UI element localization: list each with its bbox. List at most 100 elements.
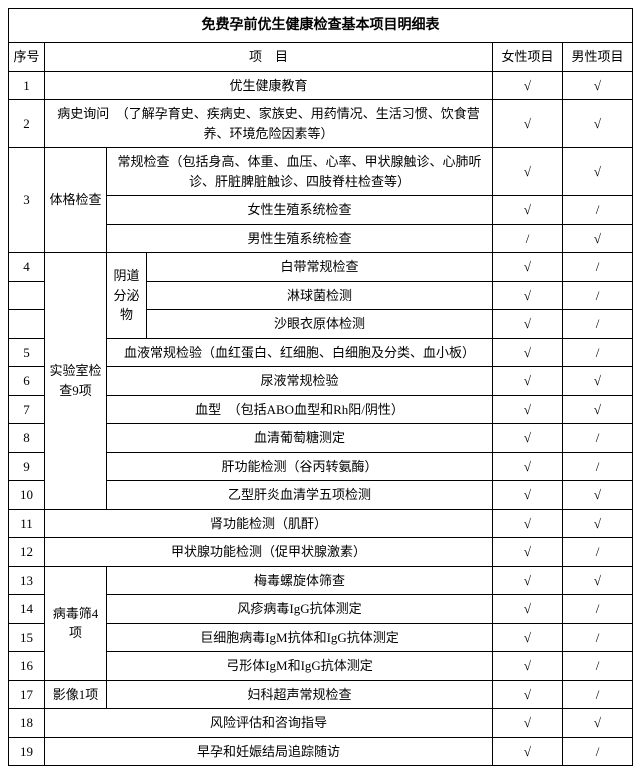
female-mark: √ — [493, 100, 563, 148]
female-mark: √ — [493, 680, 563, 709]
seq-cell: 19 — [9, 737, 45, 766]
male-mark: / — [563, 452, 633, 481]
table-row: 1 优生健康教育 √ √ — [9, 71, 633, 100]
male-mark: √ — [563, 100, 633, 148]
table-row: 4 实验室检查9项 阴道分泌物 白带常规检查 √ / — [9, 253, 633, 282]
female-mark: √ — [493, 623, 563, 652]
seq-cell: 6 — [9, 367, 45, 396]
checkup-items-table: 免费孕前优生健康检查基本项目明细表 序号 项 目 女性项目 男性项目 1 优生健… — [8, 8, 633, 766]
table-row: 19 早孕和妊娠结局追踪随访 √ / — [9, 737, 633, 766]
seq-cell — [9, 281, 45, 310]
male-mark: / — [563, 680, 633, 709]
female-mark: √ — [493, 452, 563, 481]
subcategory-cell: 阴道分泌物 — [107, 253, 147, 339]
female-mark: √ — [493, 737, 563, 766]
seq-cell: 5 — [9, 338, 45, 367]
female-mark: / — [493, 224, 563, 253]
female-mark: √ — [493, 310, 563, 339]
item-cell: 优生健康教育 — [45, 71, 493, 100]
male-mark: √ — [563, 395, 633, 424]
female-mark: √ — [493, 424, 563, 453]
female-mark: √ — [493, 281, 563, 310]
table-row: 17 影像1项 妇科超声常规检查 √ / — [9, 680, 633, 709]
female-mark: √ — [493, 538, 563, 567]
category-cell: 体格检查 — [45, 148, 107, 253]
female-mark: √ — [493, 595, 563, 624]
seq-cell: 18 — [9, 709, 45, 738]
table-row: 3 体格检查 常规检查（包括身高、体重、血压、心率、甲状腺触诊、心肺听诊、肝脏脾… — [9, 148, 633, 196]
male-mark: / — [563, 281, 633, 310]
table-row: 2 病史询问 （了解孕育史、疾病史、家族史、用药情况、生活习惯、饮食营养、环境危… — [9, 100, 633, 148]
item-cell: 尿液常规检验 — [107, 367, 493, 396]
item-cell: 风疹病毒IgG抗体测定 — [107, 595, 493, 624]
female-mark: √ — [493, 709, 563, 738]
item-cell: 白带常规检查 — [147, 253, 493, 282]
table-row: 11 肾功能检测（肌酐） √ √ — [9, 509, 633, 538]
item-cell: 男性生殖系统检查 — [107, 224, 493, 253]
male-mark: / — [563, 424, 633, 453]
item-cell: 梅毒螺旋体筛查 — [107, 566, 493, 595]
item-cell: 血液常规检验（血红蛋白、红细胞、白细胞及分类、血小板） — [107, 338, 493, 367]
female-mark: √ — [493, 509, 563, 538]
seq-cell: 3 — [9, 148, 45, 253]
item-cell: 巨细胞病毒IgM抗体和IgG抗体测定 — [107, 623, 493, 652]
seq-cell — [9, 310, 45, 339]
male-mark: √ — [563, 566, 633, 595]
male-mark: √ — [563, 71, 633, 100]
seq-cell: 17 — [9, 680, 45, 709]
item-cell: 淋球菌检测 — [147, 281, 493, 310]
female-mark: √ — [493, 566, 563, 595]
item-cell: 常规检查（包括身高、体重、血压、心率、甲状腺触诊、心肺听诊、肝脏脾脏触诊、四肢脊… — [107, 148, 493, 196]
item-cell: 血清葡萄糖测定 — [107, 424, 493, 453]
male-mark: / — [563, 338, 633, 367]
male-mark: / — [563, 253, 633, 282]
female-mark: √ — [493, 652, 563, 681]
female-mark: √ — [493, 148, 563, 196]
female-mark: √ — [493, 196, 563, 225]
male-mark: √ — [563, 367, 633, 396]
male-mark: √ — [563, 481, 633, 510]
seq-cell: 15 — [9, 623, 45, 652]
seq-cell: 12 — [9, 538, 45, 567]
item-cell: 甲状腺功能检测（促甲状腺激素） — [45, 538, 493, 567]
female-mark: √ — [493, 367, 563, 396]
item-cell: 妇科超声常规检查 — [107, 680, 493, 709]
seq-cell: 7 — [9, 395, 45, 424]
male-mark: √ — [563, 509, 633, 538]
title-row: 免费孕前优生健康检查基本项目明细表 — [9, 9, 633, 43]
table-row: 13 病毒筛4项 梅毒螺旋体筛查 √ √ — [9, 566, 633, 595]
table-title: 免费孕前优生健康检查基本项目明细表 — [9, 9, 633, 43]
male-mark: / — [563, 623, 633, 652]
seq-cell: 2 — [9, 100, 45, 148]
item-cell: 血型 （包括ABO血型和Rh阳/阴性） — [107, 395, 493, 424]
header-male: 男性项目 — [563, 43, 633, 72]
header-female: 女性项目 — [493, 43, 563, 72]
male-mark: / — [563, 737, 633, 766]
item-cell: 乙型肝炎血清学五项检测 — [107, 481, 493, 510]
item-cell: 病史询问 （了解孕育史、疾病史、家族史、用药情况、生活习惯、饮食营养、环境危险因… — [45, 100, 493, 148]
item-cell: 弓形体IgM和IgG抗体测定 — [107, 652, 493, 681]
female-mark: √ — [493, 338, 563, 367]
seq-cell: 8 — [9, 424, 45, 453]
category-cell: 实验室检查9项 — [45, 253, 107, 510]
table-row: 18 风险评估和咨询指导 √ √ — [9, 709, 633, 738]
female-mark: √ — [493, 253, 563, 282]
male-mark: √ — [563, 148, 633, 196]
header-row: 序号 项 目 女性项目 男性项目 — [9, 43, 633, 72]
item-cell: 肾功能检测（肌酐） — [45, 509, 493, 538]
male-mark: √ — [563, 709, 633, 738]
male-mark: / — [563, 595, 633, 624]
item-cell: 早孕和妊娠结局追踪随访 — [45, 737, 493, 766]
seq-cell: 10 — [9, 481, 45, 510]
female-mark: √ — [493, 481, 563, 510]
male-mark: / — [563, 538, 633, 567]
seq-cell: 1 — [9, 71, 45, 100]
seq-cell: 13 — [9, 566, 45, 595]
item-cell: 肝功能检测（谷丙转氨酶） — [107, 452, 493, 481]
male-mark: / — [563, 652, 633, 681]
seq-cell: 11 — [9, 509, 45, 538]
table-row: 12 甲状腺功能检测（促甲状腺激素） √ / — [9, 538, 633, 567]
seq-cell: 4 — [9, 253, 45, 282]
female-mark: √ — [493, 71, 563, 100]
seq-cell: 14 — [9, 595, 45, 624]
